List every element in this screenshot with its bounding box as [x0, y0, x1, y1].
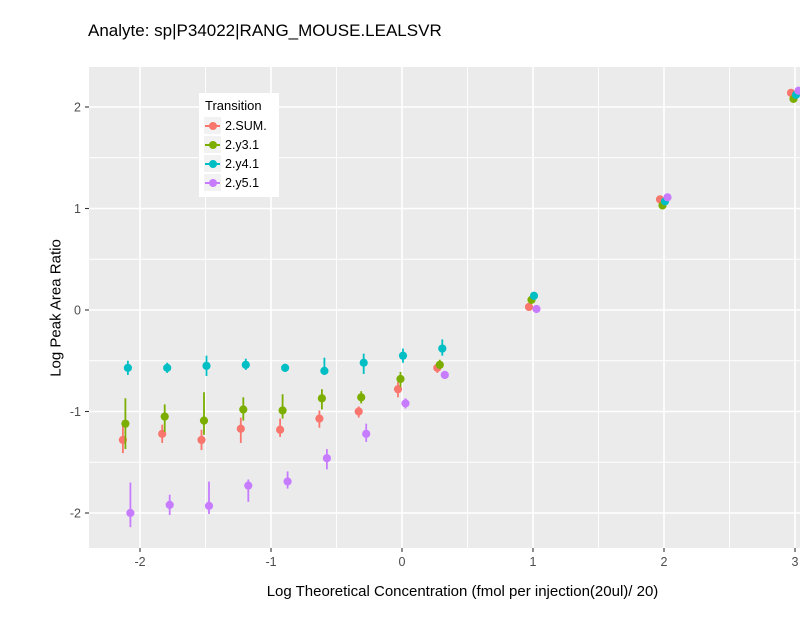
data-point: [197, 435, 206, 445]
pointrange-key-icon: [204, 117, 221, 134]
y-tick-label: 2: [74, 101, 81, 115]
data-point: [663, 193, 672, 202]
series-2.y5.1: [126, 86, 800, 528]
data-point: [204, 501, 214, 510]
legend-item: 2.SUM.: [204, 116, 275, 135]
data-point: [199, 416, 209, 425]
data-point: [398, 351, 408, 360]
data-point: [165, 500, 174, 509]
data-point: [281, 363, 290, 372]
legend-label: 2.y4.1: [225, 156, 260, 171]
plot-panel: [89, 67, 800, 548]
data-point: [163, 363, 172, 372]
legend-item: 2.y3.1: [204, 135, 275, 154]
pointrange-key-icon: [204, 155, 221, 172]
x-axis-title: Log Theoretical Concentration (fmol per …: [266, 583, 659, 600]
data-point: [438, 344, 447, 353]
data-point: [278, 406, 287, 415]
data-point: [315, 414, 324, 423]
legend-label: 2.y5.1: [225, 175, 260, 190]
data-point: [396, 374, 405, 384]
data-point: [121, 419, 130, 428]
data-point: [435, 360, 444, 369]
legend: Transition 2.SUM. 2.y3.1 2.y4.1 2.y5.1: [199, 93, 279, 197]
analyte-calibration-plot: -2 -1 0 1 2 3 -2 -1 0 1 2 Analyte: sp|P34022|RANG_…: [40, 16, 800, 616]
data-point: [126, 508, 135, 518]
y-tick-label: 0: [74, 304, 81, 318]
y-tick-label: -2: [70, 507, 81, 521]
data-point: [239, 405, 248, 414]
x-tick-label: 1: [530, 555, 537, 569]
data-point: [362, 429, 371, 438]
data-point: [160, 412, 169, 421]
data-point: [123, 363, 132, 372]
data-point: [276, 425, 285, 434]
plot-canvas: -2 -1 0 1 2 3 -2 -1 0 1 2: [70, 67, 800, 569]
data-point: [354, 407, 363, 416]
data-point: [440, 370, 449, 380]
data-point: [357, 393, 366, 402]
data-point: [317, 394, 326, 403]
data-point: [322, 454, 331, 463]
x-tick-label: 0: [399, 555, 406, 569]
data-point: [359, 358, 368, 367]
data-point: [202, 361, 211, 370]
x-tick-label: 2: [661, 555, 668, 569]
chart-title: Analyte: sp|P34022|RANG_MOUSE.LEALSVR: [88, 21, 442, 40]
pointrange-key-icon: [204, 136, 221, 153]
data-point: [524, 302, 534, 312]
legend-item: 2.y5.1: [204, 173, 275, 192]
data-point: [401, 399, 410, 408]
x-tick-label: 3: [792, 555, 799, 569]
y-tick-label: -1: [70, 405, 81, 419]
data-point: [244, 481, 253, 490]
legend-label: 2.y3.1: [225, 137, 260, 152]
legend-item: 2.y4.1: [204, 154, 275, 173]
data-point: [236, 424, 245, 433]
data-point: [532, 304, 541, 314]
data-point: [529, 291, 539, 300]
data-point: [320, 366, 329, 375]
data-point: [283, 477, 292, 486]
x-tick-label: -1: [265, 555, 276, 569]
data-point: [241, 360, 250, 369]
pointrange-key-icon: [204, 174, 221, 191]
legend-label: 2.SUM.: [225, 118, 267, 133]
series-2.y3.1: [121, 94, 798, 450]
y-tick-label: 1: [74, 202, 81, 216]
y-axis-title: Log Peak Area Ratio: [47, 239, 65, 377]
x-tick-label: -2: [134, 555, 145, 569]
data-point: [794, 86, 800, 95]
legend-title: Transition: [205, 98, 262, 113]
